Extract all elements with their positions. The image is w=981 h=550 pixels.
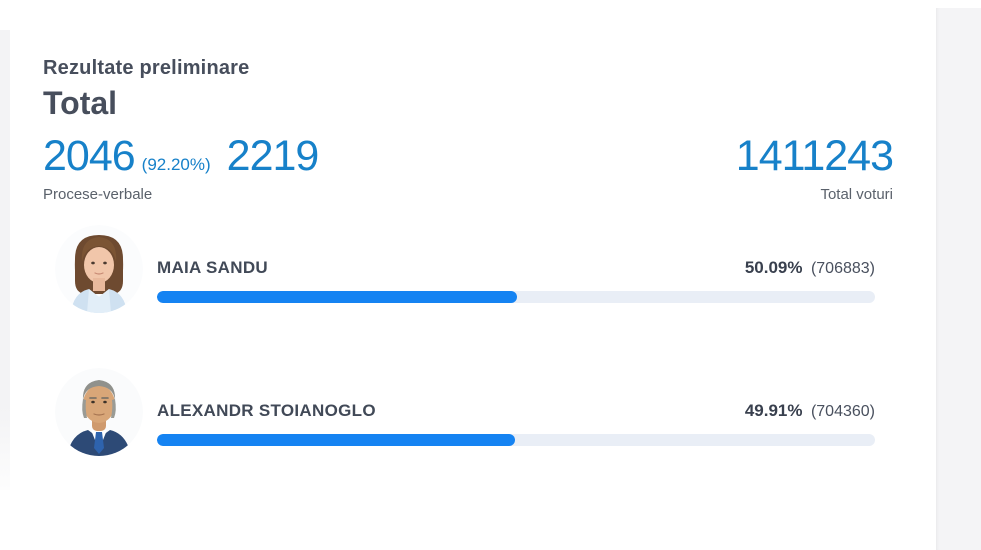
protocols-processed-count: 2046 <box>43 132 136 181</box>
candidate-list: MAIA SANDU 50.09% (706883) <box>43 225 893 457</box>
candidate-name: ALEXANDR STOIANOGLO <box>157 401 376 421</box>
result-bar-fill <box>157 291 517 304</box>
woman-portrait-icon <box>55 225 143 314</box>
result-bar-fill <box>157 434 516 447</box>
page-pretitle: Rezultate preliminare <box>43 57 250 79</box>
candidate-vote-count: (704360) <box>810 403 875 421</box>
candidate-percent: 50.09% <box>744 258 803 278</box>
candidate-row-maia-sandu: MAIA SANDU 50.09% (706883) <box>55 225 893 314</box>
candidate-header: ALEXANDR STOIANOGLO 49.91% (704360) <box>157 401 875 421</box>
total-votes-count: 1411243 <box>735 132 894 181</box>
page-title: Total <box>43 85 118 121</box>
candidate-photo-alexandr-stoianoglo <box>55 368 143 457</box>
protocols-total-count: 2219 <box>226 132 320 181</box>
summary-stats: 2046 (92.20%) 2219 1411243 <box>43 132 894 181</box>
total-votes-label: Total voturi <box>820 186 893 204</box>
page-background-left <box>0 30 10 490</box>
result-bar-track <box>157 291 875 304</box>
candidate-percent: 49.91% <box>744 401 803 421</box>
candidate-score: 50.09% (706883) <box>745 258 875 278</box>
candidate-info: MAIA SANDU 50.09% (706883) <box>157 225 893 304</box>
candidate-header: MAIA SANDU 50.09% (706883) <box>157 258 875 278</box>
candidate-info: ALEXANDR STOIANOGLO 49.91% (704360) <box>157 368 893 447</box>
protocols-label: Procese-verbale <box>43 186 153 204</box>
candidate-score: 49.91% (704360) <box>745 401 875 421</box>
candidate-name: MAIA SANDU <box>157 258 268 278</box>
candidate-photo-maia-sandu <box>55 225 143 314</box>
man-portrait-icon <box>55 368 143 457</box>
protocols-processed-percent: (92.20%) <box>141 155 211 175</box>
page-background-right <box>936 8 981 550</box>
summary-labels: Procese-verbale Total voturi <box>43 186 893 203</box>
result-bar-track <box>157 434 875 447</box>
results-card: Rezultate preliminare Total 2046 (92.20%… <box>10 30 936 550</box>
candidate-row-alexandr-stoianoglo: ALEXANDR STOIANOGLO 49.91% (704360) <box>55 368 893 457</box>
candidate-vote-count: (706883) <box>810 260 875 278</box>
